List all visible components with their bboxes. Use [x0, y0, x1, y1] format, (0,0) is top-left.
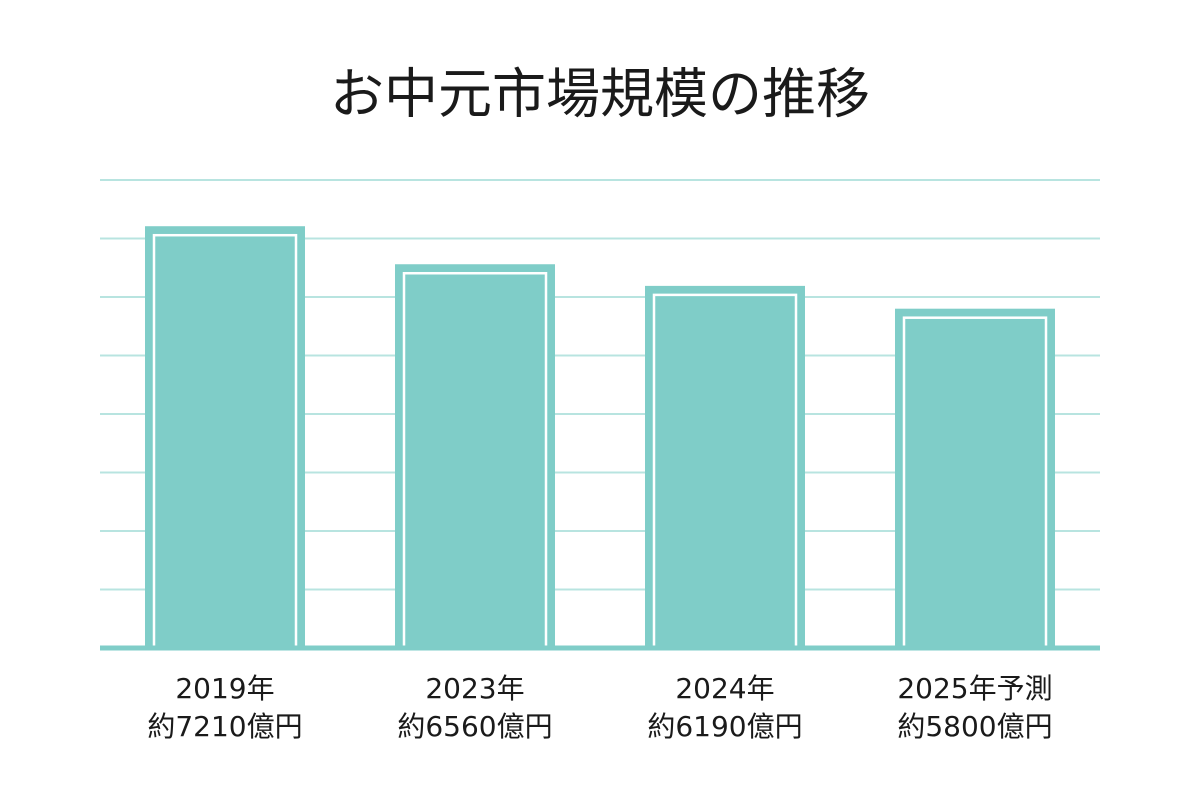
x-tick-label: 2019年	[175, 672, 274, 705]
bar	[395, 264, 555, 648]
value-label: 約5800億円	[897, 710, 1052, 743]
x-tick-label: 2023年	[425, 672, 524, 705]
bar	[145, 226, 305, 648]
x-tick-label: 2024年	[675, 672, 774, 705]
chart-title: お中元市場規模の推移	[330, 63, 870, 126]
x-tick-label: 2025年予測	[897, 672, 1052, 705]
value-label: 約6560億円	[397, 710, 552, 743]
value-label: 約6190億円	[647, 710, 802, 743]
bar	[645, 285, 805, 648]
value-label: 約7210億円	[147, 710, 302, 743]
bar	[895, 308, 1055, 648]
